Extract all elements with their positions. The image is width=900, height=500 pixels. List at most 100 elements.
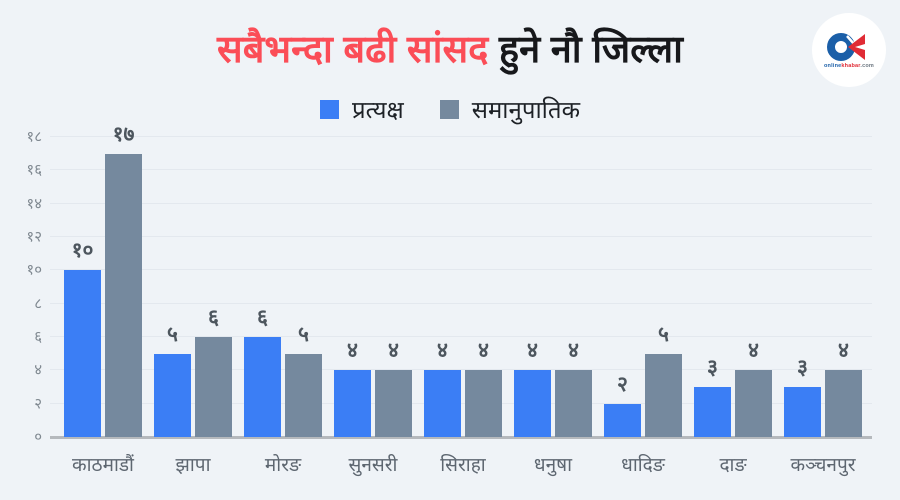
bar-column: ६ <box>244 307 281 437</box>
direct-bar <box>64 270 101 437</box>
bar-group: २ ५ धादिङ <box>604 137 682 476</box>
bar-value-label: ४ <box>388 339 399 362</box>
bar-pair: १० १७ <box>64 124 142 437</box>
direct-bar <box>784 387 821 437</box>
proportional-bar <box>105 154 142 437</box>
x-axis-label: काठमाडौं <box>72 455 134 476</box>
direct-bar <box>424 370 461 437</box>
bar-column: ४ <box>424 340 461 437</box>
direct-bar <box>244 337 281 437</box>
gridline <box>50 302 872 304</box>
bar-value-label: ४ <box>748 339 759 362</box>
x-axis-label: दाङ <box>719 455 747 476</box>
proportional-bar <box>285 354 322 437</box>
bar-column: ५ <box>645 324 682 437</box>
proportional-bar <box>375 370 412 437</box>
bar-group: १० १७ काठमाडौं <box>64 124 142 476</box>
bar-value-label: ४ <box>838 339 849 362</box>
bar-value-label: ३ <box>707 356 718 379</box>
bar-column: ५ <box>285 324 322 437</box>
bar-value-label: ५ <box>167 323 178 346</box>
bar-value-label: १० <box>71 239 94 262</box>
bar-value-label: ६ <box>257 306 268 329</box>
legend-label-proportional: समानुपातिक <box>471 97 581 124</box>
x-axis-label: कञ्चनपुर <box>790 455 856 476</box>
y-tick-label: ४ <box>34 361 42 379</box>
x-axis-label: सुनसरी <box>348 455 398 476</box>
bar-column: ४ <box>375 340 412 437</box>
plot-area: १० १७ काठमाडौं ५ ६ झापा ६ ५ मोरङ ४ ४ सुनसरी ४ ४ सिराहा… <box>50 124 872 476</box>
bar-column: ३ <box>694 357 731 437</box>
gridline <box>50 402 872 404</box>
bar-column: ४ <box>514 340 551 437</box>
y-tick-label: ८ <box>34 295 42 313</box>
direct-bar <box>154 354 191 437</box>
y-tick-label: १६ <box>26 161 42 179</box>
bar-column: १० <box>64 240 101 437</box>
y-tick-label: १४ <box>26 195 42 213</box>
direct-bar <box>694 387 731 437</box>
proportional-bar <box>825 370 862 437</box>
x-axis-label: धनुषा <box>533 455 573 476</box>
bar-column: १७ <box>105 124 142 437</box>
y-tick-label: ० <box>34 428 42 446</box>
bar-column: ६ <box>195 307 232 437</box>
bar-value-label: ४ <box>568 339 579 362</box>
bar-column: ४ <box>825 340 862 437</box>
x-axis-line <box>50 436 872 439</box>
bar-column: २ <box>604 374 641 437</box>
direct-bar <box>334 370 371 437</box>
x-axis-label: धादिङ <box>621 455 665 476</box>
gridline <box>50 136 872 137</box>
bar-group: ४ ४ सिराहा <box>424 137 502 476</box>
legend-swatch-direct-icon <box>319 100 339 119</box>
proportional-bar <box>735 370 772 437</box>
bar-group: ३ ४ दाङ <box>694 137 772 476</box>
logo-caption-khabar: khabar <box>841 62 861 69</box>
logo-caption: onlinekhabar.com <box>824 63 874 69</box>
gridline <box>50 236 872 237</box>
gridline <box>50 202 872 204</box>
bar-groups: १० १७ काठमाडौं ५ ६ झापा ६ ५ मोरङ ४ ४ सुनसरी ४ ४ सिराहा… <box>50 124 872 476</box>
onlinekhabar-logo: onlinekhabar.com <box>812 13 886 87</box>
direct-bar <box>604 404 641 437</box>
proportional-bar <box>195 337 232 437</box>
y-tick-label: १० <box>26 261 42 279</box>
y-tick-label: ६ <box>34 328 42 346</box>
bar-value-label: २ <box>617 373 628 396</box>
legend: प्रत्यक्ष समानुपातिक <box>0 93 900 126</box>
page-title-highlight: सबैभन्दा बढी सांसद <box>217 29 489 71</box>
y-tick-label: २ <box>34 395 42 413</box>
bar-value-label: ४ <box>347 339 358 362</box>
bar-group: ४ ४ धनुषा <box>514 137 592 476</box>
gridline <box>50 269 872 271</box>
bar-value-label: ४ <box>478 339 489 362</box>
bar-value-label: ५ <box>658 323 669 346</box>
bar-column: ५ <box>154 324 191 437</box>
legend-item-proportional: समानुपातिक <box>439 93 581 126</box>
gridline <box>50 169 872 171</box>
proportional-bar <box>645 354 682 437</box>
logo-caption-tld: .com <box>860 62 874 69</box>
proportional-bar <box>555 370 592 437</box>
ok-logo-icon <box>827 32 865 61</box>
legend-swatch-proportional-icon <box>439 100 459 119</box>
y-tick-label: १८ <box>26 128 42 146</box>
bar-value-label: ४ <box>437 339 448 362</box>
bar-column: ३ <box>784 357 821 437</box>
direct-bar <box>514 370 551 437</box>
gridline <box>50 369 872 371</box>
legend-item-direct: प्रत्यक्ष <box>319 93 404 126</box>
logo-caption-online: online <box>824 62 842 69</box>
bar-value-label: ४ <box>527 339 538 362</box>
page-title: सबैभन्दा बढी सांसद हुने नौ जिल्ला <box>0 22 900 74</box>
page-title-rest: हुने नौ जिल्ला <box>488 29 683 71</box>
proportional-bar <box>465 370 502 437</box>
